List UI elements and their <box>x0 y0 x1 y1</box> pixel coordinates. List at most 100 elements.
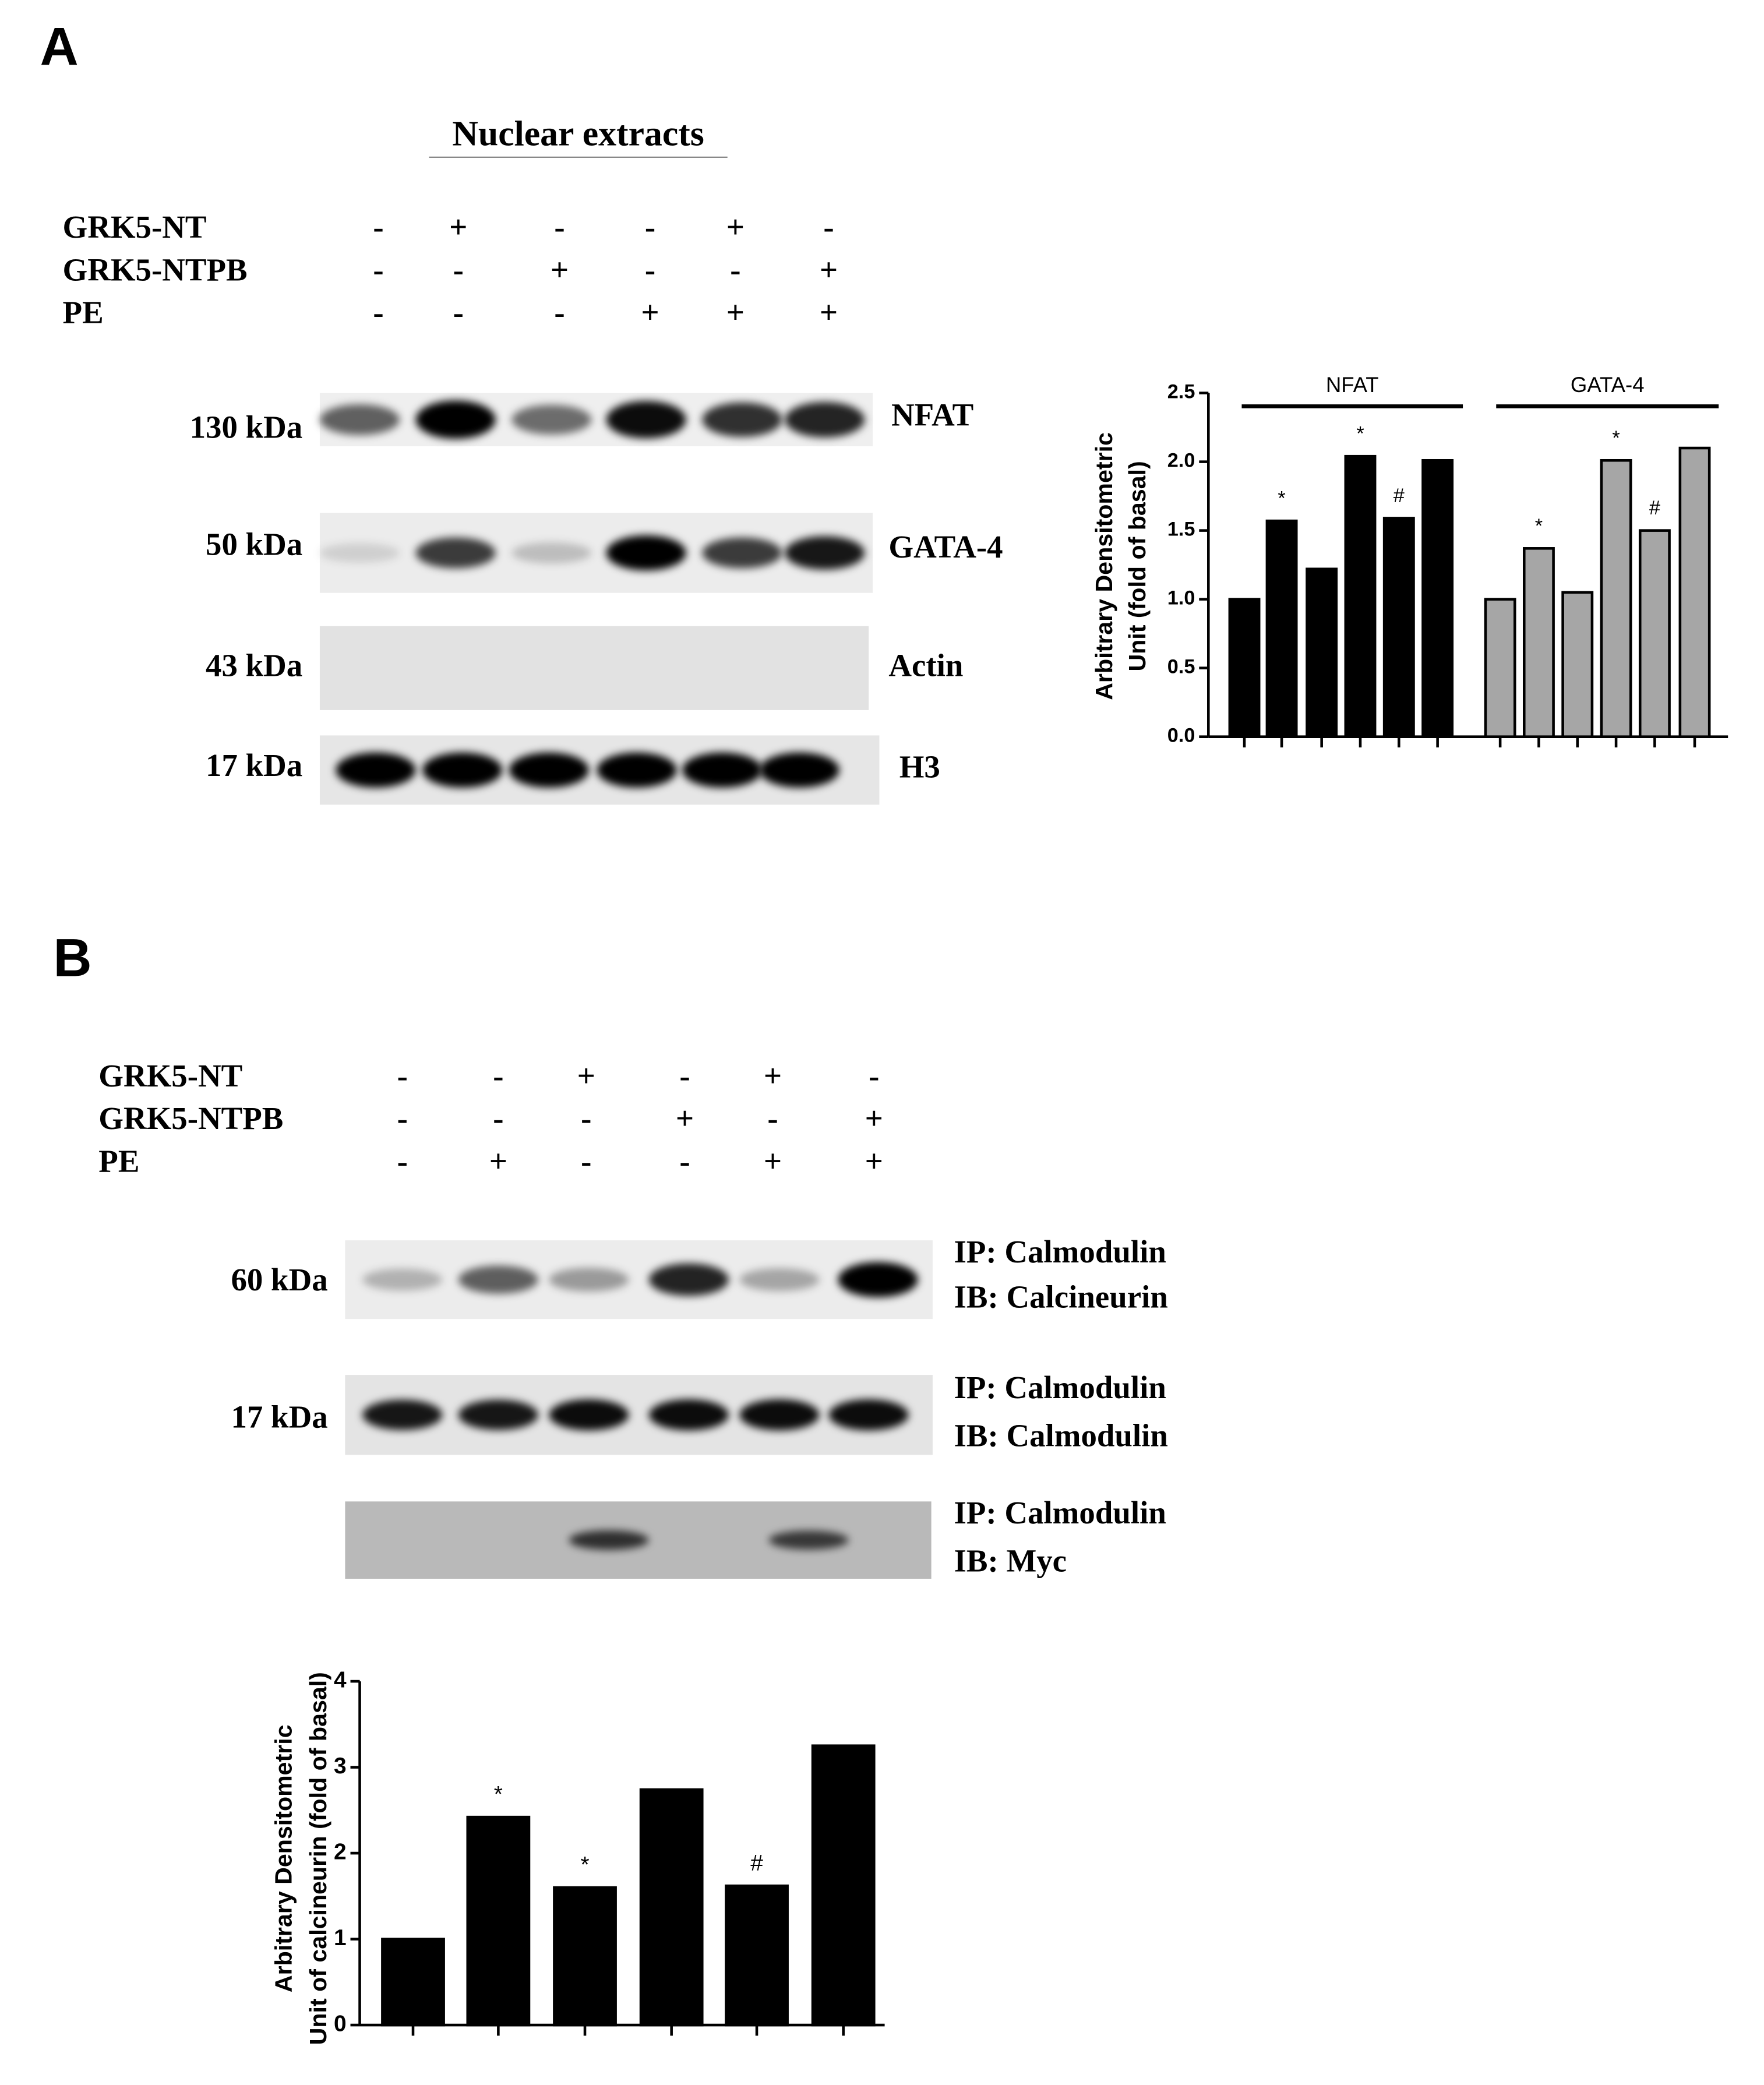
y-axis-label: Unit of calcineurin (fold of basal) <box>305 1672 331 2045</box>
blot-label: IP: Calmodulin <box>954 1234 1166 1269</box>
significance-marker: * <box>1535 515 1543 537</box>
band <box>648 1263 729 1296</box>
y-tick-label: 1.0 <box>1167 587 1195 609</box>
band <box>319 543 400 563</box>
bar <box>1600 458 1632 738</box>
y-tick-label: 4 <box>334 1667 347 1692</box>
treatment-label: GRK5-NTPB <box>63 252 248 287</box>
bar <box>553 1886 617 2027</box>
treatment-sign: + <box>489 1143 507 1179</box>
band <box>549 1399 629 1431</box>
treatment-sign: - <box>397 1058 408 1093</box>
blot-label: IB: Calcineurin <box>954 1279 1167 1315</box>
treatment-sign: - <box>679 1143 690 1179</box>
band <box>739 1268 820 1292</box>
treatment-sign: - <box>453 252 464 287</box>
y-tick-label: 3 <box>334 1754 347 1779</box>
blot-size: 43 kDa <box>206 648 302 683</box>
panel-title: Nuclear extracts <box>452 114 704 154</box>
treatment-sign: + <box>641 295 659 330</box>
band <box>362 1399 443 1430</box>
blot-size: 60 kDa <box>231 1262 327 1297</box>
treatment-sign: - <box>373 252 383 287</box>
bar <box>1265 519 1298 738</box>
band <box>509 752 589 788</box>
band <box>511 542 592 564</box>
y-tick-label: 2 <box>334 1839 347 1864</box>
significance-marker: * <box>1612 427 1620 449</box>
treatment-sign: + <box>764 1058 782 1093</box>
significance-marker: * <box>580 1853 589 1878</box>
treatment-sign: - <box>373 295 383 330</box>
treatment-sign: - <box>581 1100 591 1136</box>
bar <box>1484 598 1516 738</box>
band <box>415 400 496 439</box>
band <box>606 535 686 571</box>
y-tick-label: 0.0 <box>1167 725 1195 747</box>
band <box>838 1262 918 1297</box>
blot-size: 130 kDa <box>190 409 303 444</box>
treatment-sign: - <box>645 209 655 245</box>
treatment-label: PE <box>98 1143 139 1179</box>
y-tick-label: 0.5 <box>1167 656 1195 678</box>
blot-size: 50 kDa <box>206 527 302 562</box>
significance-marker: # <box>1393 485 1405 507</box>
blot-label: Actin <box>888 648 963 683</box>
bar <box>1382 517 1415 738</box>
treatment-sign: - <box>397 1143 408 1179</box>
group-label: GATA-4 <box>1571 373 1645 397</box>
treatment-sign: + <box>865 1143 883 1179</box>
significance-marker: * <box>1356 423 1364 445</box>
band <box>702 402 782 438</box>
band <box>702 537 782 569</box>
panel-letter: B <box>54 928 92 987</box>
treatment-sign: + <box>726 295 745 330</box>
band <box>422 752 503 788</box>
panel-letter: A <box>40 17 79 76</box>
y-tick-label: 2.0 <box>1167 450 1195 472</box>
treatment-sign: - <box>869 1058 879 1093</box>
bar <box>1421 458 1454 738</box>
blot-label: GATA-4 <box>888 529 1003 565</box>
bar <box>811 1744 876 2027</box>
treatment-sign: + <box>820 252 838 287</box>
bar <box>1306 567 1338 738</box>
treatment-label: GRK5-NT <box>63 209 207 245</box>
y-tick-label: 1.5 <box>1167 518 1195 541</box>
treatment-sign: - <box>730 252 740 287</box>
bar <box>466 1815 531 2027</box>
treatment-sign: + <box>676 1100 694 1136</box>
blot-label: IP: Calmodulin <box>954 1495 1166 1530</box>
band <box>511 404 592 435</box>
bar <box>381 1938 445 2027</box>
treatment-sign: - <box>493 1100 503 1136</box>
blot-label: H3 <box>899 749 940 784</box>
treatment-sign: + <box>726 209 745 245</box>
treatment-sign: - <box>823 209 834 245</box>
bar <box>1228 598 1261 738</box>
treatment-sign: - <box>581 1143 591 1179</box>
treatment-sign: + <box>449 209 467 245</box>
band <box>785 401 865 438</box>
treatment-sign: - <box>397 1100 408 1136</box>
band <box>759 752 839 788</box>
treatment-sign: - <box>373 209 383 245</box>
bar <box>1522 547 1555 738</box>
band <box>597 752 677 788</box>
band <box>682 752 763 788</box>
bar <box>1638 529 1671 738</box>
bar <box>1344 454 1377 738</box>
treatment-sign: - <box>679 1058 690 1093</box>
treatment-label: PE <box>63 295 104 330</box>
blot-size: 17 kDa <box>231 1399 327 1434</box>
blot-size: 17 kDa <box>206 747 302 783</box>
y-tick-label: 2.5 <box>1167 381 1195 403</box>
treatment-sign: + <box>865 1100 883 1136</box>
band <box>785 536 865 570</box>
significance-marker: * <box>1278 488 1285 510</box>
blot <box>319 626 869 710</box>
band <box>828 1399 909 1431</box>
bar <box>1678 446 1711 738</box>
